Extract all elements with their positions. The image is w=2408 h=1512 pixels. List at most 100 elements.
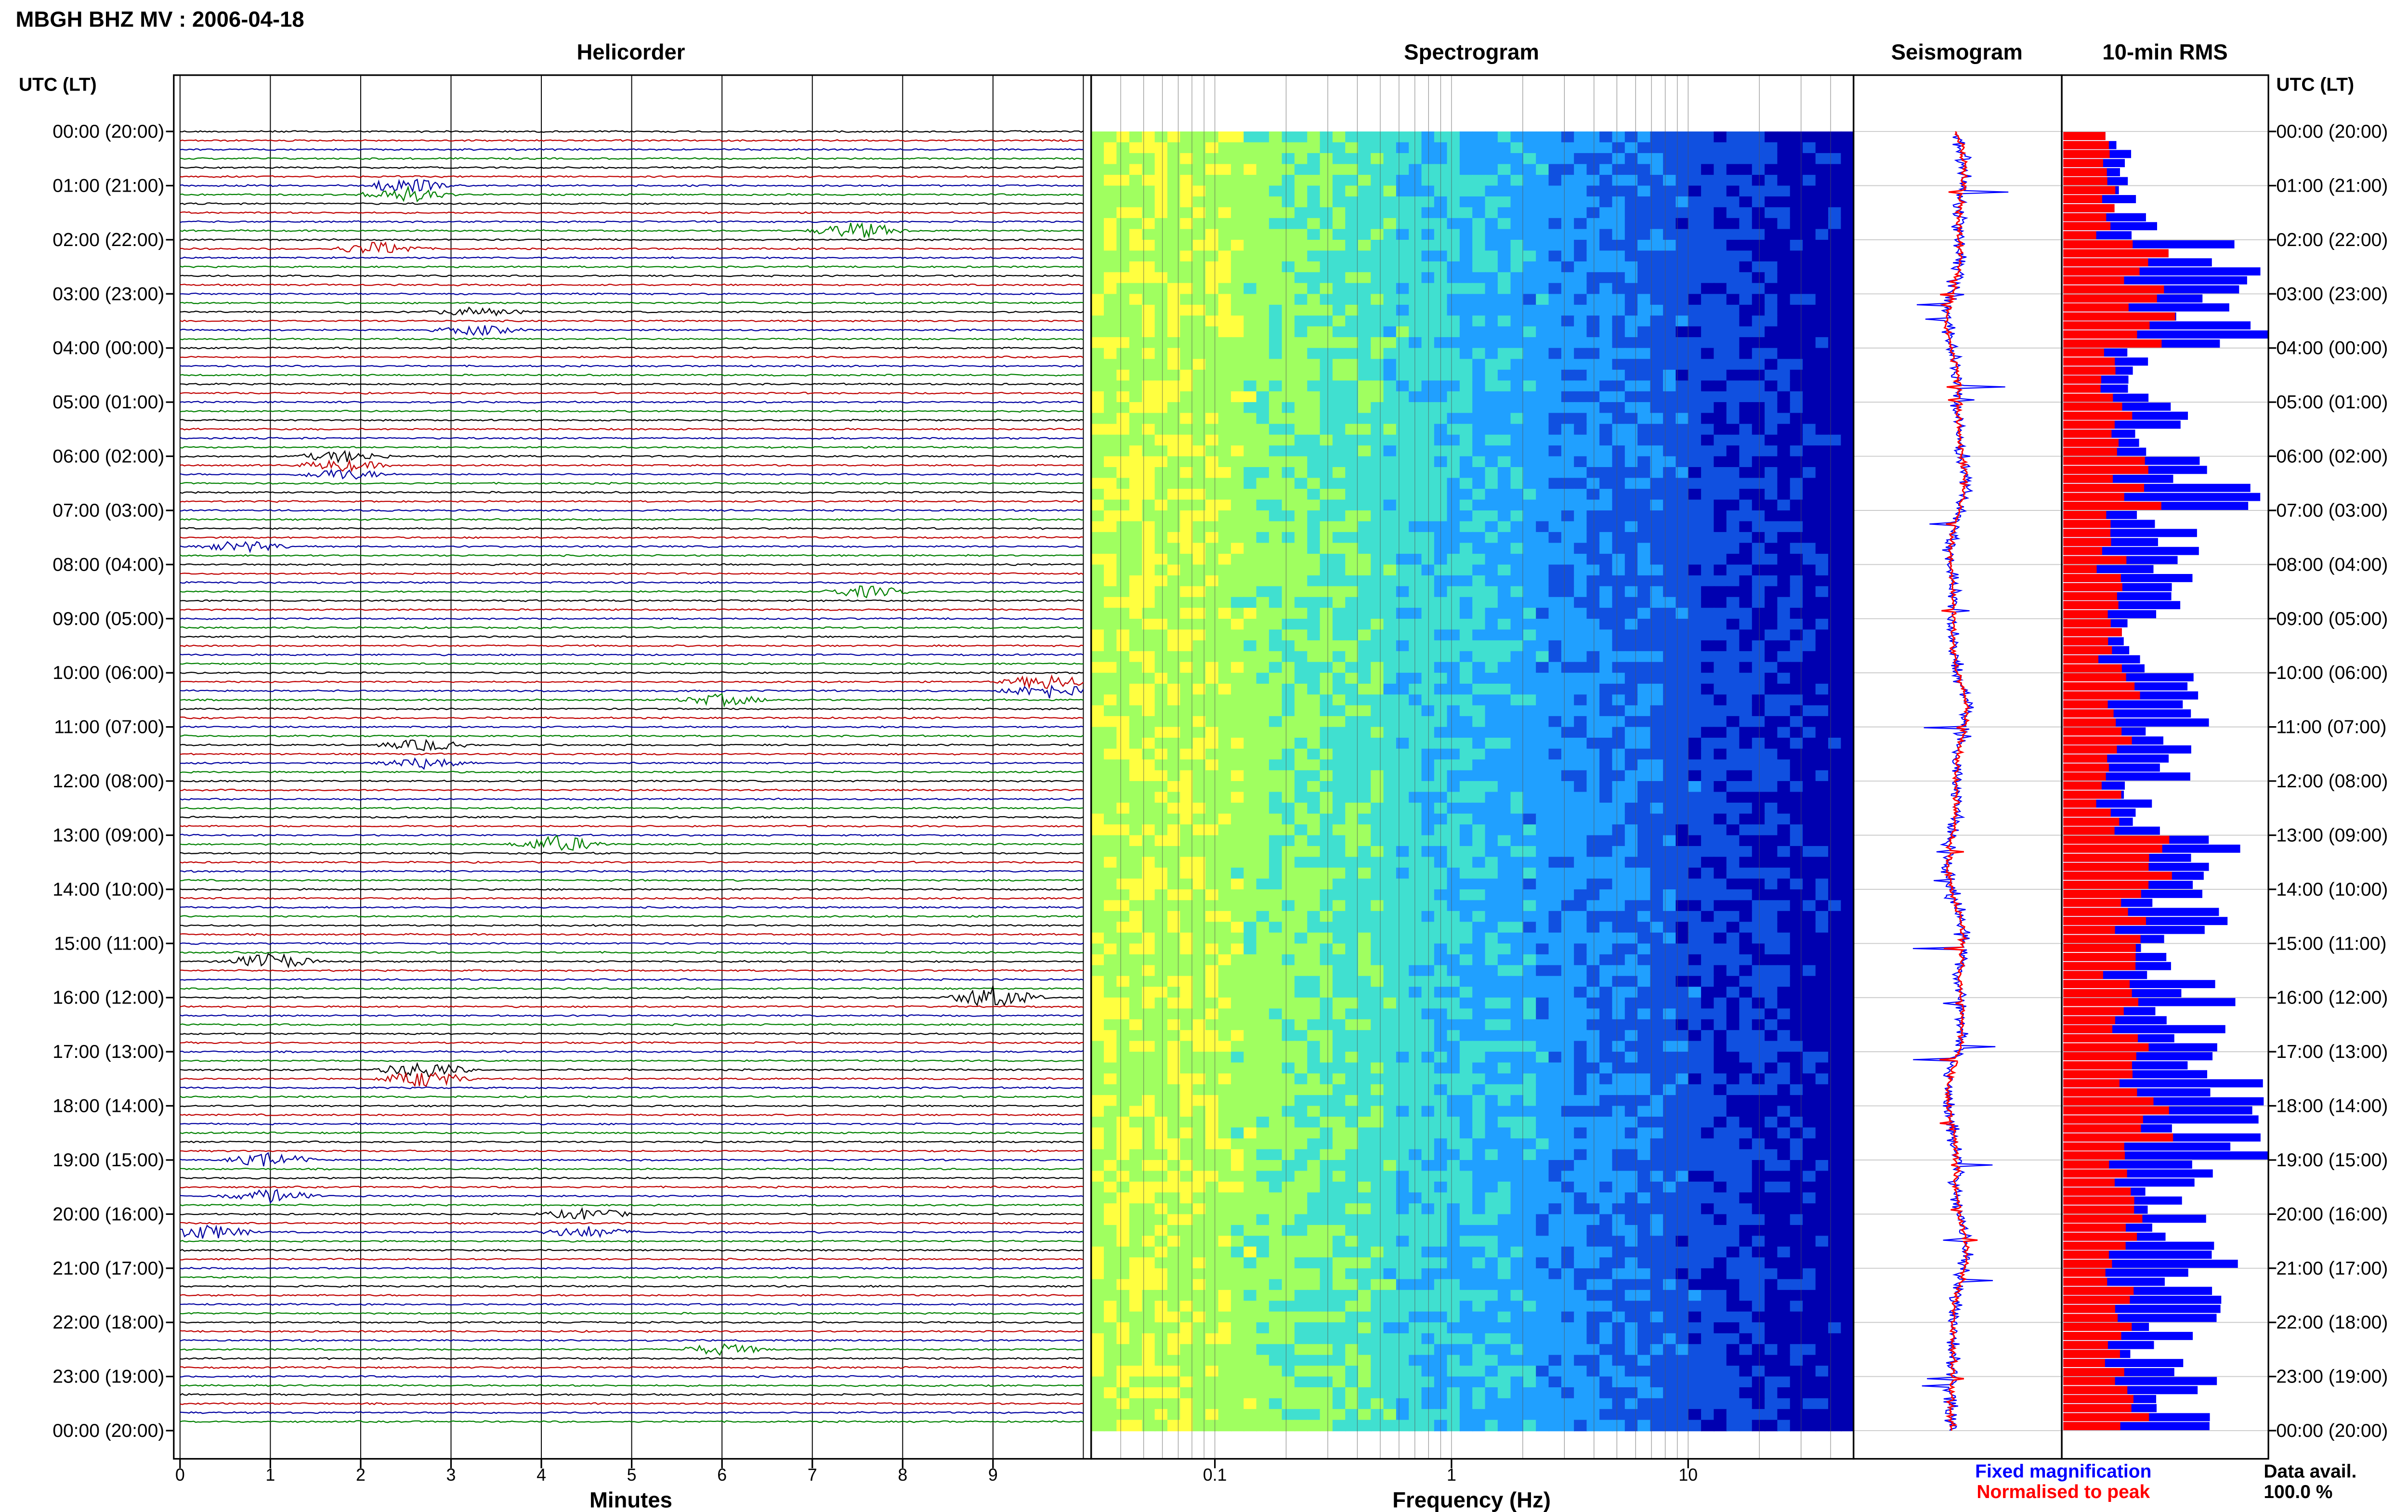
- spectrogram-cell: [1511, 294, 1524, 305]
- spectrogram-cell: [1422, 543, 1435, 554]
- spectrogram-cell: [1739, 380, 1753, 392]
- spectrogram-cell: [1637, 564, 1651, 576]
- spectrogram-cell: [1714, 435, 1727, 446]
- spectrogram-cell: [1777, 933, 1791, 944]
- spectrogram-cell: [1116, 467, 1130, 479]
- spectrogram-cell: [1828, 564, 1842, 576]
- spectrogram-cell: [1472, 803, 1486, 814]
- spectrogram-cell: [1523, 142, 1537, 154]
- spectrogram-cell: [1142, 922, 1155, 933]
- spectrogram-cell: [1688, 640, 1702, 652]
- spectrogram-cell: [1536, 575, 1549, 587]
- spectrogram-cell: [1523, 651, 1537, 663]
- spectrogram-cell: [1536, 759, 1549, 771]
- spectrogram-cell: [1155, 478, 1168, 489]
- spectrogram-cell: [1180, 261, 1193, 273]
- spectrogram-cell: [1650, 186, 1663, 197]
- spectrogram-cell: [1409, 965, 1422, 977]
- spectrogram-cell: [1142, 207, 1155, 219]
- spectrogram-cell: [1816, 781, 1829, 793]
- spectrogram-cell: [1701, 294, 1714, 305]
- spectrogram-cell: [1739, 424, 1753, 435]
- spectrogram-cell: [1586, 673, 1600, 684]
- spectrogram-cell: [1841, 673, 1854, 684]
- spectrogram-cell: [1282, 467, 1296, 479]
- spectrogram-cell: [1295, 456, 1308, 468]
- spectrogram-cell: [1561, 694, 1575, 706]
- spectrogram-cell: [1472, 164, 1486, 176]
- spectrogram-cell: [1675, 608, 1689, 619]
- spectrogram-cell: [1625, 391, 1638, 403]
- spectrogram-cell: [1180, 673, 1193, 684]
- spectrogram-cell: [1345, 326, 1359, 338]
- spectrogram-cell: [1155, 586, 1168, 598]
- spectrogram-cell: [1472, 510, 1486, 522]
- spectrogram-cell: [1561, 250, 1575, 262]
- spectrogram-cell: [1765, 164, 1778, 176]
- spectrogram-cell: [1295, 250, 1308, 262]
- spectrogram-cell: [1548, 435, 1562, 446]
- spectrogram-cell: [1485, 445, 1499, 457]
- spectrogram-cell: [1599, 781, 1613, 793]
- spectrogram-cell: [1422, 575, 1435, 587]
- spectrogram-cell: [1688, 868, 1702, 879]
- spectrogram-cell: [1243, 250, 1257, 262]
- spectrogram-cell: [1701, 694, 1714, 706]
- spectrogram-cell: [1586, 131, 1600, 143]
- spectrogram-cell: [1155, 510, 1168, 522]
- spectrogram-cell: [1142, 770, 1155, 782]
- spectrogram-cell: [1574, 424, 1587, 435]
- spectrogram-cell: [1472, 413, 1486, 425]
- spectrogram-cell: [1727, 207, 1740, 219]
- spectrogram-cell: [1637, 933, 1651, 944]
- spectrogram-cell: [1116, 608, 1130, 619]
- spectrogram-cell: [1701, 662, 1714, 674]
- spectrogram-cell: [1841, 749, 1854, 760]
- spectrogram-cell: [1485, 846, 1499, 858]
- spectrogram-cell: [1599, 186, 1613, 197]
- spectrogram-cell: [1536, 857, 1549, 868]
- spectrogram-cell: [1485, 824, 1499, 836]
- spectrogram-cell: [1320, 781, 1334, 793]
- spectrogram-cell: [1269, 727, 1283, 739]
- spectrogram-cell: [1129, 337, 1143, 349]
- spectrogram-cell: [1307, 879, 1321, 890]
- spectrogram-cell: [1320, 889, 1334, 901]
- spectrogram-cell: [1777, 250, 1791, 262]
- spectrogram-cell: [1841, 521, 1854, 533]
- spectrogram-cell: [1142, 478, 1155, 489]
- spectrogram-cell: [1180, 532, 1193, 544]
- spectrogram-cell: [1752, 943, 1766, 955]
- spectrogram-cell: [1739, 824, 1753, 836]
- spectrogram-cell: [1727, 261, 1740, 273]
- spectrogram-cell: [1650, 564, 1663, 576]
- spectrogram-cell: [1460, 348, 1473, 360]
- spectrogram-cell: [1205, 229, 1219, 241]
- spectrogram-cell: [1307, 651, 1321, 663]
- spectrogram-cell: [1282, 597, 1296, 609]
- spectrogram-cell: [1282, 207, 1296, 219]
- spectrogram-cell: [1269, 424, 1283, 435]
- spectrogram-cell: [1167, 705, 1181, 717]
- spectrogram-cell: [1396, 738, 1410, 749]
- spectrogram-cell: [1765, 131, 1778, 143]
- spectrogram-cell: [1498, 402, 1511, 414]
- spectrogram-cell: [1218, 662, 1232, 674]
- spectrogram-cell: [1714, 943, 1727, 955]
- spectrogram-cell: [1295, 294, 1308, 305]
- spectrogram-cell: [1574, 510, 1587, 522]
- spectrogram-cell: [1142, 781, 1155, 793]
- spectrogram-cell: [1371, 738, 1384, 749]
- spectrogram-cell: [1803, 543, 1816, 554]
- spectrogram-cell: [1243, 738, 1257, 749]
- spectrogram-cell: [1307, 521, 1321, 533]
- spectrogram-cell: [1345, 305, 1359, 316]
- spectrogram-cell: [1243, 315, 1257, 327]
- spectrogram-cell: [1409, 619, 1422, 630]
- spectrogram-cell: [1523, 911, 1537, 923]
- spectrogram-cell: [1701, 792, 1714, 803]
- spectrogram-cell: [1688, 229, 1702, 241]
- spectrogram-cell: [1307, 575, 1321, 587]
- spectrogram-cell: [1447, 413, 1461, 425]
- spectrogram-cell: [1307, 933, 1321, 944]
